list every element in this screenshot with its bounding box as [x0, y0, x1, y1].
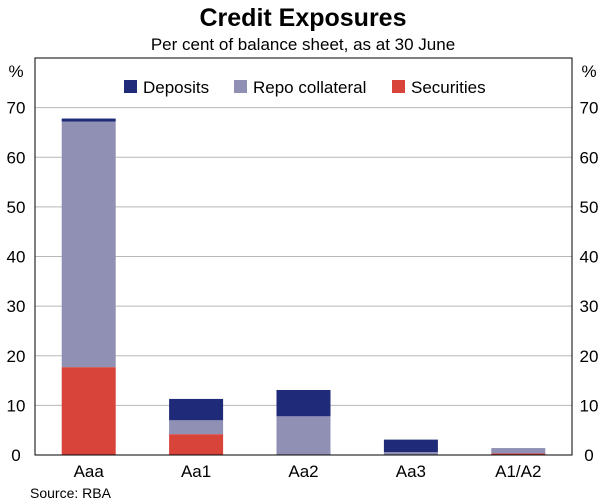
legend-swatch-securities — [392, 80, 405, 93]
bar-a1-a2-securities — [491, 453, 546, 455]
x-tick-aa3: Aa3 — [396, 462, 426, 481]
y-tick-right-30: 30 — [580, 297, 599, 316]
legend-label-repo-collateral: Repo collateral — [253, 78, 366, 97]
y-tick-left-50: 50 — [7, 198, 26, 217]
plot-frame — [34, 57, 573, 456]
y-tick-left-70: 70 — [7, 99, 26, 118]
bars — [61, 118, 546, 455]
legend-label-deposits: Deposits — [143, 78, 209, 97]
source-note: Source: RBA — [30, 485, 112, 501]
legend-swatch-repo-collateral — [234, 80, 247, 93]
y-tick-right-50: 50 — [580, 198, 599, 217]
chart-title: Credit Exposures — [199, 4, 406, 32]
legend-label-securities: Securities — [411, 78, 486, 97]
y-tick-right-10: 10 — [580, 396, 599, 415]
legend: Deposits Repo collateral Securities — [124, 78, 486, 97]
legend-swatch-deposits — [124, 80, 137, 93]
y-tick-left-60: 60 — [7, 148, 26, 167]
x-tick-aa1: Aa1 — [181, 462, 211, 481]
bar-aa1-deposits — [169, 398, 224, 421]
y-unit-right: % — [581, 62, 596, 81]
y-tick-right-70: 70 — [580, 99, 599, 118]
bar-aa3-repo-collateral — [383, 452, 438, 455]
bar-aaa-deposits — [61, 118, 116, 122]
bar-aa2-repo-collateral — [276, 416, 331, 455]
bar-aa2-deposits — [276, 389, 331, 417]
chart-subtitle: Per cent of balance sheet, as at 30 June — [151, 35, 455, 54]
bar-aa1-securities — [169, 434, 224, 455]
y-tick-left-10: 10 — [7, 396, 26, 415]
y-tick-left-30: 30 — [7, 297, 26, 316]
x-tick-a1-a2: A1/A2 — [495, 462, 541, 481]
bar-aaa-securities — [61, 367, 116, 455]
bar-a1-a2-repo-collateral — [491, 448, 546, 454]
bar-aa1-repo-collateral — [169, 420, 224, 435]
y-tick-left-0: 0 — [11, 446, 20, 465]
y-tick-right-60: 60 — [580, 148, 599, 167]
tick-labels: 0 0 10 10 20 20 30 30 40 40 50 50 60 60 70 70 — [7, 99, 599, 465]
gridlines — [35, 107, 572, 406]
bar-aa3-deposits — [383, 439, 438, 453]
y-tick-left-20: 20 — [7, 347, 26, 366]
x-tick-aa2: Aa2 — [288, 462, 318, 481]
bar-aaa-repo-collateral — [61, 121, 116, 368]
y-tick-right-40: 40 — [580, 248, 599, 267]
y-unit-left: % — [8, 62, 23, 81]
category-labels: Aaa Aa1 Aa2 Aa3 A1/A2 — [74, 462, 542, 481]
y-tick-left-40: 40 — [7, 248, 26, 267]
y-tick-right-20: 20 — [580, 347, 599, 366]
y-tick-right-0: 0 — [584, 446, 593, 465]
x-tick-aaa: Aaa — [74, 462, 105, 481]
